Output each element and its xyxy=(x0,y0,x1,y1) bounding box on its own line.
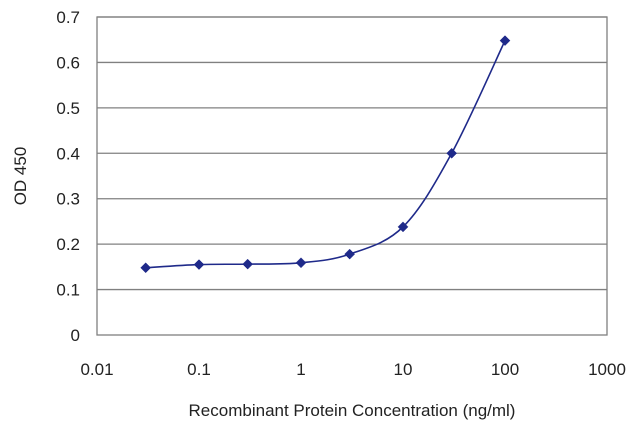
y-tick-label-4: 0.4 xyxy=(56,144,80,163)
y-tick-label-3: 0.3 xyxy=(56,190,80,209)
y-axis-title: OD 450 xyxy=(11,147,30,206)
x-axis-title: Recombinant Protein Concentration (ng/ml… xyxy=(189,401,516,420)
x-tick-labels: 0.01 0.1 1 10 100 1000 xyxy=(80,360,625,379)
y-tick-label-1: 0.1 xyxy=(56,281,80,300)
y-tick-label-5: 0.5 xyxy=(56,99,80,118)
y-tick-label-6: 0.6 xyxy=(56,53,80,72)
x-tick-label-2: 1 xyxy=(296,360,305,379)
data-point-4 xyxy=(344,248,356,260)
data-point-7 xyxy=(499,35,511,46)
plot-border xyxy=(96,16,608,336)
x-tick-label-3: 10 xyxy=(394,360,413,379)
x-tick-label-4: 100 xyxy=(491,360,519,379)
x-tick-label-5: 1000 xyxy=(588,360,626,379)
x-tick-label-1: 0.1 xyxy=(187,360,211,379)
y-tick-labels: 0 0.1 0.2 0.3 0.4 0.5 0.6 0.7 xyxy=(56,8,80,345)
data-point-0 xyxy=(140,262,152,274)
data-point-3 xyxy=(295,257,307,269)
y-tick-label-0: 0 xyxy=(71,326,80,345)
series-points xyxy=(140,35,511,274)
y-tick-label-2: 0.2 xyxy=(56,235,80,254)
y-tick-label-7: 0.7 xyxy=(56,8,80,27)
grid-lines xyxy=(97,16,607,291)
plot-frame xyxy=(96,16,608,336)
data-point-5 xyxy=(397,221,409,233)
data-point-1 xyxy=(193,259,205,270)
data-point-6 xyxy=(446,147,458,159)
data-point-2 xyxy=(242,258,254,270)
x-tick-label-0: 0.01 xyxy=(80,360,113,379)
